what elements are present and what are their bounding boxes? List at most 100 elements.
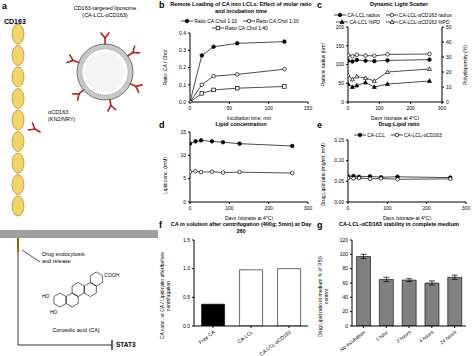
svg-text:200: 200 [406, 105, 415, 111]
svg-text:Free CA: Free CA [197, 328, 216, 345]
svg-text:200: 200 [336, 24, 345, 30]
svg-text:Corosolic acid (CA): Corosolic acid (CA) [52, 327, 100, 333]
svg-text:0.2: 0.2 [179, 64, 186, 70]
html-text:CA-LCL radius: CA-LCL radius [347, 12, 380, 18]
svg-text:40: 40 [342, 294, 348, 300]
html-text:Remote Loading of CA into LCLs: Remote Loading of CA into LCLs: Effect o… [170, 1, 312, 14]
svg-text:Drug endocytosis: Drug endocytosis [42, 251, 85, 257]
svg-text:0: 0 [345, 323, 348, 329]
svg-text:αCD163: αCD163 [48, 109, 68, 115]
svg-text:1.0: 1.0 [183, 265, 190, 271]
svg-text:0: 0 [189, 105, 192, 111]
svg-text:10: 10 [180, 152, 186, 158]
html-text:Dynamic Light Scatter: Dynamic Light Scatter [370, 1, 428, 7]
svg-text:0: 0 [446, 99, 449, 105]
svg-text:0.5: 0.5 [183, 294, 190, 300]
html-text:d: d [159, 120, 165, 130]
svg-text:(KN2/NRY): (KN2/NRY) [48, 116, 76, 122]
svg-text:CA-LCL-αCD163: CA-LCL-αCD163 [258, 329, 292, 356]
svg-text:200: 200 [264, 205, 273, 211]
svg-text:100: 100 [375, 105, 384, 111]
svg-text:0: 0 [347, 105, 350, 111]
svg-text:0: 0 [183, 199, 186, 205]
html-text:CA-LCL-αCD163 %PD: CA-LCL-αCD163 %PD [398, 19, 450, 25]
html-text:CA-LCL: CA-LCL [367, 132, 385, 138]
svg-text:No incubation: No incubation [338, 329, 366, 353]
svg-text:1.5: 1.5 [183, 237, 190, 243]
svg-text:100: 100 [383, 205, 392, 211]
html-text:Lipid concentration: Lipid concentration [215, 121, 267, 127]
svg-text:300: 300 [438, 105, 447, 111]
svg-text:CD163: CD163 [4, 18, 26, 25]
svg-text:50: 50 [446, 24, 452, 30]
svg-text:120: 120 [340, 237, 349, 243]
svg-text:0.05: 0.05 [334, 178, 344, 184]
html-text:CA-LCL-αCD163 radius: CA-LCL-αCD163 radius [398, 12, 452, 18]
svg-text:0.0: 0.0 [179, 99, 186, 105]
html-text:CA conc. or CA / Lipid-ratio a: CA conc. or CA / Lipid-ratio after/befor… [159, 252, 171, 340]
html-text:CA-LCL-αCD163: CA-LCL-αCD163 [403, 132, 442, 138]
html-text:Ratio CA:Chol 1:40: Ratio CA:Chol 1:40 [225, 25, 268, 31]
svg-text:50: 50 [338, 80, 344, 86]
svg-text:0.3: 0.3 [179, 47, 186, 53]
svg-text:0: 0 [189, 205, 192, 211]
svg-text:40: 40 [446, 39, 452, 45]
svg-text:STAT3: STAT3 [116, 341, 136, 348]
svg-text:0.15: 0.15 [334, 137, 344, 143]
svg-text:5: 5 [183, 175, 186, 181]
svg-text:0.4: 0.4 [179, 30, 186, 36]
svg-text:300: 300 [462, 205, 471, 211]
html-text:Ratio CA:Chol 1:10: Ratio CA:Chol 1:10 [194, 18, 237, 24]
svg-text:HO: HO [50, 309, 58, 315]
svg-text:10: 10 [446, 84, 452, 90]
html-text:Drug:Lipid ratio in medium % o: Drug:Lipid ratio in medium % of PBS cont… [317, 255, 329, 337]
html-text:g: g [317, 220, 323, 230]
svg-text:CD163-targeted liposome: CD163-targeted liposome [74, 5, 137, 11]
html-text:Polydispersity (%): Polydispersity (%) [462, 45, 468, 85]
svg-text:100: 100 [225, 205, 234, 211]
svg-text:HO: HO [42, 293, 50, 299]
svg-text:24 hours: 24 hours [438, 329, 457, 346]
svg-text:60: 60 [342, 280, 348, 286]
svg-text:15: 15 [180, 130, 186, 135]
svg-text:20: 20 [446, 69, 452, 75]
html-text:Drug:Lipid ratio (mg/ml, mM): Drug:Lipid ratio (mg/ml, mM) [320, 143, 326, 207]
svg-text:Incubation time: min: Incubation time: min [227, 115, 272, 120]
svg-text:0.00: 0.00 [334, 199, 344, 205]
svg-text:4 hours: 4 hours [418, 329, 435, 344]
svg-text:CA-LCL: CA-LCL [236, 329, 254, 345]
svg-text:a: a [2, 1, 8, 11]
svg-text:30: 30 [446, 54, 452, 60]
svg-text:(CA-LCL-αCD163): (CA-LCL-αCD163) [82, 12, 128, 18]
svg-text:0: 0 [347, 205, 350, 211]
svg-text:150: 150 [304, 105, 313, 111]
svg-text:1 hour: 1 hour [374, 329, 389, 343]
html-text:Ratio: CA / Chol: Ratio: CA / Chol [162, 50, 168, 86]
svg-text:Days (storage at 4°C): Days (storage at 4°C) [383, 215, 431, 220]
svg-text:and release: and release [42, 258, 71, 264]
svg-text:Days (storage at 4°C): Days (storage at 4°C) [225, 215, 273, 220]
svg-text:200: 200 [422, 205, 431, 211]
svg-text:20: 20 [342, 308, 348, 314]
svg-text:2 hours: 2 hours [395, 329, 412, 344]
svg-text:COOH: COOH [104, 272, 119, 278]
html-text:Lipid conc. (mM): Lipid conc. (mM) [162, 156, 168, 194]
svg-text:0: 0 [341, 99, 344, 105]
svg-text:100: 100 [336, 61, 345, 67]
html-text:Particle radius (nm): Particle radius (nm) [320, 43, 326, 87]
html-text:Ratio CA:Chol 1:20: Ratio CA:Chol 1:20 [256, 18, 299, 24]
svg-text:0.1: 0.1 [179, 82, 186, 88]
svg-text:0.10: 0.10 [334, 157, 344, 163]
svg-text:300: 300 [304, 205, 313, 211]
html-text:CA-LCL %PD: CA-LCL %PD [349, 19, 380, 25]
svg-text:80: 80 [342, 265, 348, 271]
svg-text:100: 100 [340, 251, 349, 257]
svg-text:150: 150 [336, 43, 345, 49]
svg-text:Days (storage at 4°C): Days (storage at 4°C) [371, 115, 419, 120]
html-text:b: b [159, 0, 165, 10]
svg-text:50: 50 [227, 105, 233, 111]
svg-text:100: 100 [264, 105, 273, 111]
html-text:Drug:Lipid ratio: Drug:Lipid ratio [378, 121, 420, 127]
svg-text:0.0: 0.0 [183, 323, 190, 329]
html-text:CA in solution after centrifug: CA in solution after centrifugation (400… [170, 221, 312, 234]
